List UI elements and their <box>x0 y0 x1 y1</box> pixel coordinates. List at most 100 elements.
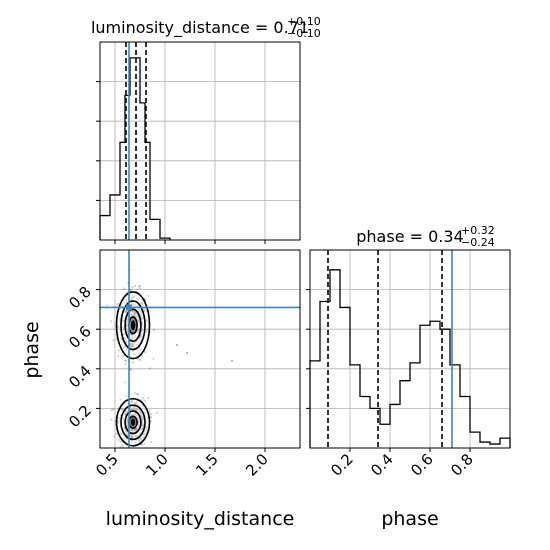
scatter-point <box>125 310 128 313</box>
histogram-step-a <box>99 57 171 240</box>
scatter-point <box>119 445 122 448</box>
scatter-point <box>145 329 148 332</box>
title-a-sup: +0.10 <box>287 15 321 28</box>
scatter-point <box>110 418 113 421</box>
scatter-point <box>122 438 125 441</box>
scatter-point <box>130 335 133 338</box>
scatter-point <box>140 314 143 317</box>
scatter-point <box>140 312 143 315</box>
contour-level <box>115 397 151 447</box>
scatter-point <box>123 427 126 430</box>
x-tick-label-d: 0.2 <box>327 450 357 480</box>
scatter-point <box>129 368 132 371</box>
scatter-point <box>140 311 143 314</box>
title-d-sup: +0.32 <box>461 224 495 237</box>
scatter-point <box>140 332 143 336</box>
scatter-point <box>121 319 124 323</box>
scatter-point <box>123 310 127 313</box>
contour-level <box>124 308 142 342</box>
scatter-point <box>110 409 113 412</box>
scatter-point <box>125 409 128 413</box>
scatter-point <box>133 428 137 431</box>
scatter-point <box>140 416 143 419</box>
scatter-point <box>136 315 139 318</box>
scatter-point <box>120 408 123 411</box>
scatter-point <box>119 440 122 444</box>
panel-scatter: 0.5 1.0 1.5 2.0 0.2 0.4 0.6 0.8 luminosity_dist… <box>21 249 301 530</box>
scatter-point <box>112 408 115 411</box>
scatter-point <box>141 423 145 426</box>
scatter-point <box>131 344 134 348</box>
scatter-point <box>129 412 132 416</box>
scatter-point <box>152 357 155 360</box>
scatter-point <box>142 418 145 421</box>
scatter-point <box>125 347 129 350</box>
scatter-point <box>122 333 126 336</box>
scatter-point <box>139 437 142 440</box>
scatter-point <box>121 443 124 446</box>
scatter-point <box>140 330 144 333</box>
xlabel-c: luminosity_distance <box>106 508 295 530</box>
scatter-point <box>131 314 134 317</box>
scatter-point <box>137 329 140 332</box>
scatter-point <box>134 427 137 431</box>
scatter-point <box>141 316 144 320</box>
grid-c <box>100 250 300 448</box>
scatter-point <box>117 416 120 419</box>
scatter-point <box>126 328 129 331</box>
scatter-point <box>139 333 143 337</box>
scatter-point <box>136 330 140 333</box>
scatter-point <box>116 303 119 306</box>
scatter-point <box>131 343 134 346</box>
panel-phase-histogram: 0.2 0.4 0.6 0.8 phase = 0.34 +0.32 −0.24 ph… <box>306 224 511 530</box>
scatter-point <box>185 351 189 355</box>
scatter-point <box>125 394 128 397</box>
scatter-point <box>145 426 148 429</box>
histogram-step-d <box>309 269 511 448</box>
x-tick-label-c: 0.5 <box>92 450 122 480</box>
scatter-point <box>126 319 129 322</box>
scatter-point <box>130 429 133 432</box>
scatter-point <box>116 325 120 328</box>
grid-d <box>310 250 510 448</box>
scatter-point <box>139 335 142 338</box>
scatter-point <box>125 420 128 423</box>
scatter-point <box>121 417 125 420</box>
scatter-point <box>126 433 129 436</box>
scatter-point <box>132 407 136 410</box>
scatter-point <box>131 310 134 313</box>
scatter-point <box>145 331 148 334</box>
scatter-point <box>123 287 126 290</box>
scatter-point <box>139 438 143 441</box>
scatter-point <box>133 440 136 444</box>
scatter-point <box>130 429 133 432</box>
contour-peak <box>130 320 136 331</box>
title-d-sub: −0.24 <box>461 236 495 249</box>
scatter-point <box>134 312 137 315</box>
scatter-point <box>136 392 139 396</box>
scatter-point <box>130 436 133 439</box>
scatter-point <box>137 308 140 311</box>
scatter-point <box>126 425 129 428</box>
y-tick-label-c: 0.4 <box>65 362 95 392</box>
scatter-point <box>113 435 116 438</box>
scatter-point <box>137 318 140 321</box>
truth-lines-c <box>100 250 300 448</box>
scatter-point <box>132 336 135 340</box>
scatter-point <box>135 427 138 430</box>
scatter-point <box>138 437 142 440</box>
scatter-point <box>132 313 136 316</box>
y-tick-label-c: 0.8 <box>65 283 95 313</box>
scatter-point <box>122 332 125 336</box>
scatter-point <box>137 420 140 424</box>
scatter-point <box>137 329 140 332</box>
scatter-point <box>122 407 125 410</box>
scatter-point <box>131 436 134 439</box>
scatter-point <box>133 412 136 415</box>
scatter-point <box>130 400 133 403</box>
scatter-point <box>130 296 134 300</box>
scatter-point <box>144 351 147 354</box>
scatter-point <box>131 302 134 305</box>
scatter-point <box>139 310 142 313</box>
